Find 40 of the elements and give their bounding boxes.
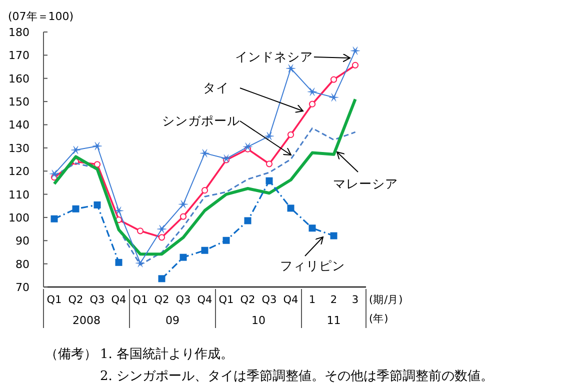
y-tick-label: 90: [16, 234, 30, 248]
x-tick-label: Q3: [262, 294, 277, 306]
x-tick-label: Q2: [68, 294, 84, 306]
x-tick-label: Q1: [218, 294, 234, 306]
x-tick-label: Q3: [90, 294, 105, 306]
text: 2. シンガポール、タイは季節調整値。その他は季節調整前の数値。: [100, 369, 494, 384]
y-axis-title: (07年＝100): [8, 10, 74, 23]
text: 09: [166, 314, 180, 327]
x-tick-label: 3: [352, 294, 359, 306]
y-tick-label: 160: [8, 72, 30, 86]
text: (年): [369, 313, 388, 325]
y-tick-label: 120: [8, 165, 30, 178]
y-tick-label: 110: [8, 188, 30, 202]
x-tick-label: Q4: [283, 294, 299, 306]
x-tick-label: Q3: [176, 294, 191, 306]
y-tick-label: 130: [8, 142, 30, 155]
text: シンガポール: [162, 113, 240, 128]
text: 11: [326, 314, 341, 327]
text: 1. 各国統計より作成。: [100, 347, 234, 362]
x-tick-label: 1: [308, 294, 316, 306]
y-tick-label: 70: [16, 281, 30, 294]
x-tick-label: Q1: [132, 294, 148, 306]
x-tick-label: Q2: [240, 294, 256, 306]
series-label: インドネシア: [235, 49, 313, 64]
x-tick-label: Q4: [197, 294, 213, 306]
x-axis-title: (期/月): [369, 294, 403, 306]
y-tick-label: 140: [8, 118, 30, 132]
y-tick-label: 180: [8, 26, 30, 39]
text: （備考）: [45, 347, 97, 362]
text: 2008: [72, 314, 100, 327]
x-tick-label: 2: [330, 294, 338, 306]
y-tick-label: 100: [8, 211, 30, 224]
x-tick-label: Q1: [46, 294, 62, 306]
text: タイ: [203, 80, 229, 95]
y-tick-label: 170: [8, 49, 30, 62]
y-tick-label: 80: [16, 258, 30, 271]
x-tick-label: Q4: [111, 294, 127, 306]
x-tick-label: Q2: [154, 294, 170, 306]
text: 10: [252, 314, 266, 327]
y-tick-label: 150: [8, 96, 30, 109]
